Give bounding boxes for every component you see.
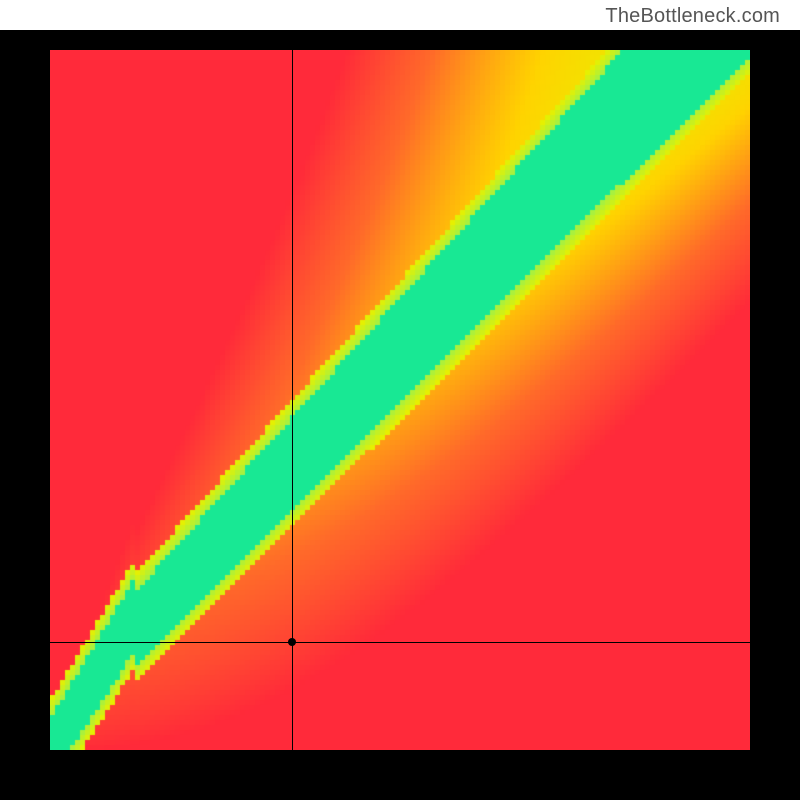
crosshair-horizontal	[50, 642, 750, 643]
crosshair-marker	[288, 638, 296, 646]
attribution-text: TheBottleneck.com	[605, 5, 780, 28]
heatmap-canvas	[50, 50, 750, 750]
heatmap-plot	[50, 50, 750, 750]
